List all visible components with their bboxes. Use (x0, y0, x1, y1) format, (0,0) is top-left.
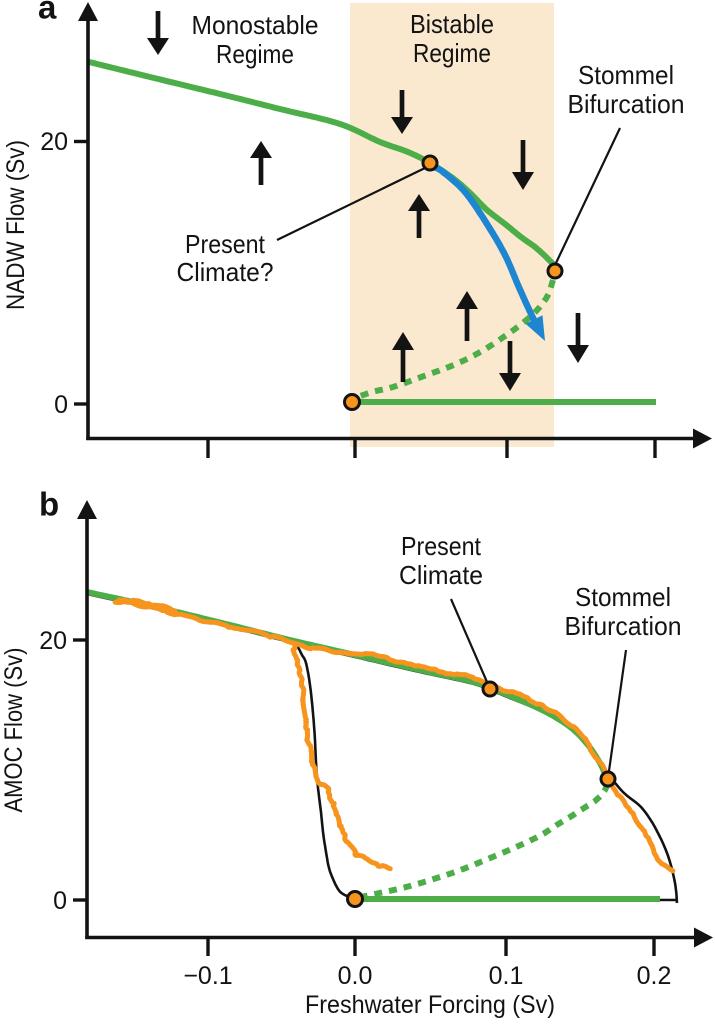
svg-text:20: 20 (40, 128, 68, 156)
svg-text:0.0: 0.0 (338, 962, 373, 990)
svg-text:Monostable: Monostable (192, 10, 319, 40)
svg-text:a: a (38, 0, 57, 26)
svg-text:Climate: Climate (399, 560, 483, 590)
svg-text:Stommel: Stommel (575, 582, 671, 612)
svg-text:Bistable: Bistable (410, 9, 494, 39)
svg-text:Regime: Regime (413, 38, 491, 68)
svg-text:Present: Present (401, 531, 482, 561)
svg-text:0: 0 (54, 391, 68, 419)
svg-text:Stommel: Stommel (578, 60, 674, 90)
svg-text:Climate?: Climate? (177, 257, 274, 287)
svg-text:b: b (39, 486, 59, 523)
svg-text:0.1: 0.1 (489, 962, 524, 990)
svg-text:Bifurcation: Bifurcation (565, 611, 682, 641)
svg-text:20: 20 (39, 627, 67, 655)
svg-text:0: 0 (53, 887, 67, 915)
svg-text:AMOC Flow (Sv): AMOC Flow (Sv) (0, 648, 28, 813)
svg-text:Present: Present (185, 229, 266, 259)
svg-text:Regime: Regime (216, 39, 294, 69)
svg-text:−0.1: −0.1 (183, 962, 232, 990)
svg-text:Freshwater Forcing (Sv): Freshwater Forcing (Sv) (305, 991, 555, 1019)
svg-text:Bifurcation: Bifurcation (568, 89, 685, 119)
svg-text:NADW Flow (Sv): NADW Flow (Sv) (2, 140, 30, 310)
svg-text:0.2: 0.2 (637, 962, 672, 990)
